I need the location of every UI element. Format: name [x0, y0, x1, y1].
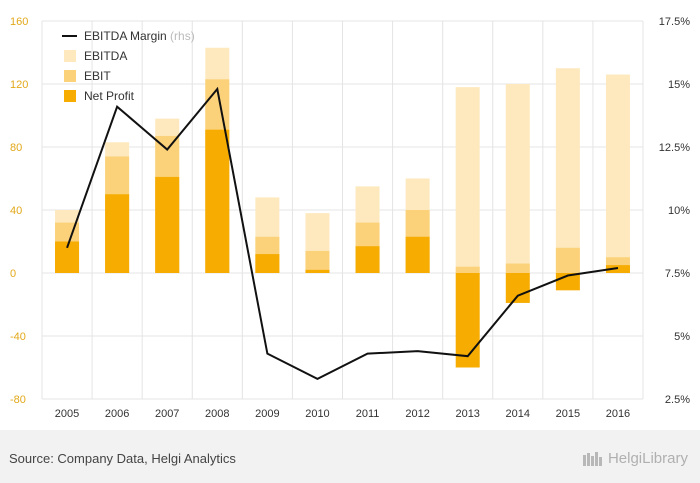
y-left-tick-label: 40: [10, 205, 22, 217]
bar-ebitda-2016: [605, 74, 630, 273]
bar-net-profit-2007: [155, 176, 180, 273]
source-text: Source: Company Data, Helgi Analytics: [9, 451, 236, 466]
bar-ebitda-2014: [505, 84, 530, 273]
bar-ebit-2013: [455, 266, 480, 273]
y-right-tick-label: 5%: [674, 331, 690, 343]
bar-net-profit-2008: [205, 129, 230, 273]
legend-label-ebitda-margin: EBITDA Margin (rhs): [84, 29, 195, 43]
bar-net-profit-2009: [255, 254, 280, 273]
x-tick-label: 2011: [356, 408, 380, 420]
y-left-tick-label: 80: [10, 142, 22, 154]
legend-swatch-ebitda: [64, 50, 76, 62]
y-left-tick-label: 0: [10, 268, 16, 280]
library-icon: [582, 452, 602, 466]
legend-swatch-ebit: [64, 70, 76, 82]
x-tick-label: 2013: [455, 408, 479, 420]
x-tick-label: 2007: [155, 408, 179, 420]
bar-net-profit-2016: [605, 265, 630, 273]
x-axis: 2005 2006 2007 2008 2009 2010 2011 2012 2013 2014…: [55, 408, 630, 420]
y-left-tick-label: 120: [10, 79, 28, 91]
bar-net-profit-2006: [105, 194, 130, 273]
y-right-tick-label: 15%: [668, 79, 690, 91]
bar-net-profit-2013: [455, 273, 480, 368]
y-right-tick-label: 10%: [668, 205, 690, 217]
y-axis-right: 2.5% 5% 7.5% 10% 12.5% 15% 17.5%: [659, 16, 690, 406]
x-tick-label: 2005: [55, 408, 79, 420]
legend-note-rhs: (rhs): [170, 29, 195, 43]
x-tick-label: 2008: [205, 408, 229, 420]
bar-net-profit-2010: [305, 269, 330, 273]
bars: [55, 47, 630, 368]
x-tick-label: 2016: [606, 408, 630, 420]
bar-ebit-2015: [555, 247, 580, 273]
legend-swatch-net-profit: [64, 90, 76, 102]
y-right-tick-label: 7.5%: [665, 268, 690, 280]
x-tick-label: 2014: [506, 408, 530, 420]
bar-net-profit-2014: [505, 273, 530, 303]
brand-logo: HelgiLibrary: [582, 449, 688, 467]
bar-net-profit-2012: [405, 236, 430, 273]
bar-ebitda-2015: [555, 68, 580, 273]
x-tick-label: 2015: [556, 408, 580, 420]
legend-label-ebitda: EBITDA: [84, 49, 127, 63]
y-right-tick-label: 12.5%: [659, 142, 690, 154]
brand-name: HelgiLibrary: [607, 449, 688, 467]
line-ebitda-margin: [66, 86, 619, 380]
y-left-tick-label: -80: [10, 394, 26, 406]
y-right-tick-label: 2.5%: [665, 394, 690, 406]
x-tick-label: 2010: [305, 408, 329, 420]
legend-label-ebit: EBIT: [84, 69, 111, 83]
bar-net-profit-2011: [355, 246, 380, 273]
x-tick-label: 2009: [255, 408, 279, 420]
grid-lines: [41, 20, 644, 400]
chart: 2005 2006 2007 2008 2009 2010 2011 2012 2013 2014…: [10, 16, 690, 420]
x-tick-label: 2012: [405, 408, 429, 420]
legend: EBITDA Margin (rhs) EBITDA EBIT Net Profit: [62, 29, 195, 103]
y-right-tick-label: 17.5%: [659, 16, 690, 28]
y-axis-left: -80 -40 0 40 80 120 160: [10, 16, 28, 406]
bar-ebit-2014: [505, 263, 530, 273]
bar-ebit-2010: [305, 250, 330, 273]
y-left-tick-label: 160: [10, 16, 28, 28]
ebitda-margin-line: [66, 86, 619, 380]
y-left-tick-label: -40: [10, 331, 26, 343]
legend-label-net-profit: Net Profit: [84, 89, 135, 103]
bar-ebitda-2013: [455, 87, 480, 274]
x-tick-label: 2006: [105, 408, 129, 420]
